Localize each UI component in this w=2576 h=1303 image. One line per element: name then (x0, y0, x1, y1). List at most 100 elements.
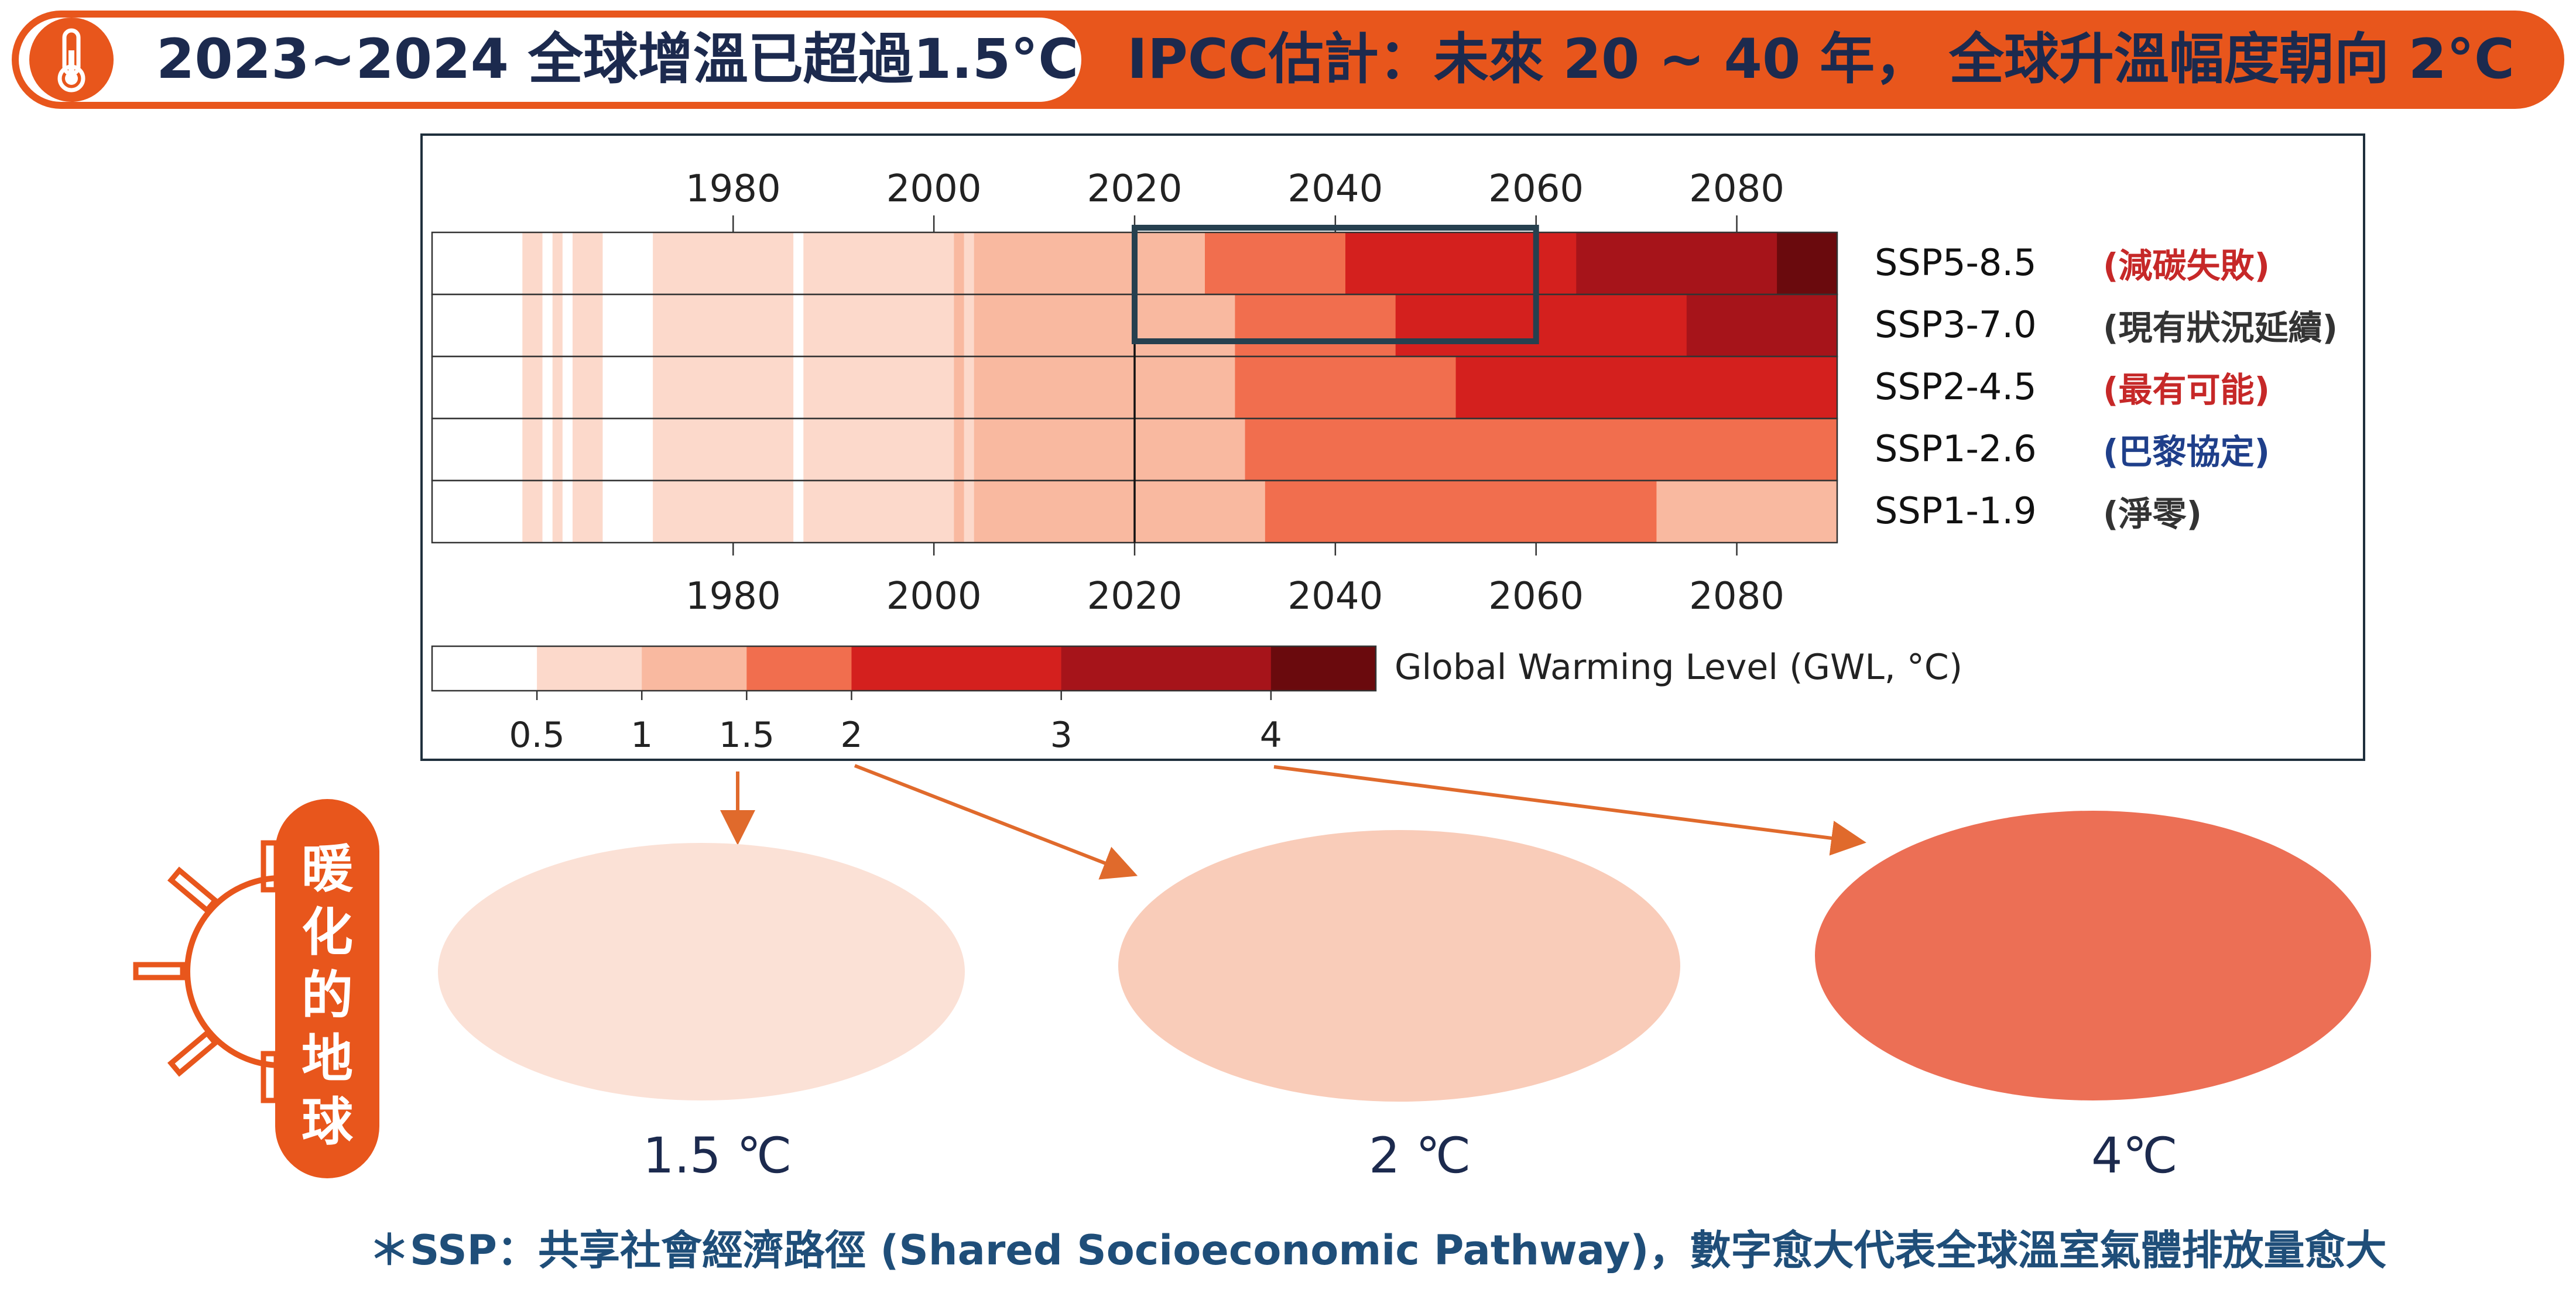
heat-cell-historical (542, 481, 553, 543)
colorbar-tick-label: 1.5 (719, 715, 775, 756)
heat-cell-historical (964, 481, 975, 543)
footnote: ＊SSP：共享社會經濟路徑 (Shared Socioeconomic Path… (369, 1226, 2387, 1274)
thermometer-icon (29, 18, 114, 102)
gwl-chart-frame: 1980 2000 2020 2040 2060 2080 1980 2000 2020 204… (420, 133, 2365, 761)
side-label-char: 化 (301, 902, 353, 962)
scenario-note: (現有狀況延續) (2103, 308, 2338, 348)
scenario-name: SSP3-7.0 (1875, 303, 2037, 346)
heat-cell-historical (522, 481, 543, 543)
heat-cell-historical (653, 232, 794, 294)
heat-cell-SSP3-7.0 (1395, 294, 1687, 356)
heat-cell-historical (793, 356, 804, 419)
heat-cell-historical (803, 356, 955, 419)
top-axis-ticks: 1980 2000 2020 2040 2060 2080 (686, 167, 1784, 232)
heat-cell-SSP5-8.5 (1135, 232, 1205, 294)
colorbar-bin (432, 646, 537, 691)
heat-cell-historical (964, 356, 975, 419)
colorbar-tick-label: 0.5 (509, 715, 564, 756)
scenario-note: (淨零) (2103, 494, 2202, 534)
heat-cell-historical (954, 356, 965, 419)
heat-cell-historical (522, 294, 543, 356)
colorbar-label: Global Warming Level (GWL, °C) (1395, 647, 1962, 688)
colorbar-tick-label: 3 (1050, 715, 1073, 756)
heat-cell-historical (803, 294, 955, 356)
map-ocean (1815, 811, 2371, 1100)
heat-cell-historical (954, 294, 965, 356)
heat-cell-historical (803, 481, 955, 543)
heat-cell-historical (954, 419, 965, 481)
heat-cell-historical (793, 481, 804, 543)
top-tick-label: 2040 (1287, 167, 1383, 211)
heat-cell-historical (793, 232, 804, 294)
heat-cell-historical (573, 481, 604, 543)
heat-cell-historical (552, 419, 563, 481)
heat-cell-historical (974, 232, 1135, 294)
scenario-name: SSP1-1.9 (1875, 489, 2037, 532)
colorbar-bin (851, 646, 1062, 691)
heat-cell-historical (793, 294, 804, 356)
heat-cell-historical (542, 232, 553, 294)
bottom-tick-label: 1980 (686, 575, 781, 618)
scenario-name: SSP1-2.6 (1875, 427, 2037, 470)
heat-cell-historical (573, 232, 604, 294)
heat-cell-historical (432, 232, 523, 294)
heat-cell-historical (602, 294, 653, 356)
colorbar-bin (746, 646, 852, 691)
heat-cell-historical (432, 419, 523, 481)
heat-cell-historical (542, 419, 553, 481)
heat-cell-historical (653, 481, 794, 543)
heat-cell-historical (562, 356, 573, 419)
side-label-char: 的 (301, 965, 353, 1026)
heat-cell-historical (653, 294, 794, 356)
heat-cell-historical (522, 232, 543, 294)
heatmap-rows (431, 225, 1838, 544)
heat-cell-historical (793, 419, 804, 481)
heat-cell-historical (803, 232, 955, 294)
top-tick-label: 2020 (1087, 167, 1183, 211)
heat-cell-historical (432, 481, 523, 543)
header-left-title: 2023~2024 全球增溫已超過1.5°C (156, 28, 1079, 91)
highlight-box (1132, 225, 1539, 344)
colorbar-tick-label: 1 (631, 715, 653, 756)
heat-cell-SSP1-1.9 (1135, 481, 1266, 543)
top-tick-label: 2000 (886, 167, 982, 211)
heat-cell-SSP1-1.9 (1265, 481, 1657, 543)
side-label-char: 地 (301, 1028, 353, 1089)
warming-earth-badge: 暖 化 的 地 球 (275, 799, 379, 1178)
heat-cell-historical (573, 356, 604, 419)
heat-cell-SSP5-8.5 (1576, 232, 1777, 294)
heat-cell-historical (562, 481, 573, 543)
colorbar-bin (1270, 646, 1376, 691)
heat-cell-historical (602, 356, 653, 419)
heat-cell-historical (602, 481, 653, 543)
heat-cell-historical (573, 419, 604, 481)
heat-cell-historical (803, 419, 955, 481)
map-caption-1-5: 1.5 ℃ (643, 1127, 792, 1184)
scenario-note: (巴黎協定) (2103, 432, 2270, 472)
heat-cell-SSP1-2.6 (1135, 419, 1246, 481)
colorbar-bin (642, 646, 747, 691)
heat-cell-historical (653, 419, 794, 481)
bottom-axis-ticks: 1980 2000 2020 2040 2060 2080 (686, 543, 1784, 618)
heat-cell-SSP1-2.6 (1245, 419, 1838, 481)
heat-cell-historical (562, 232, 573, 294)
bottom-tick-label: 2080 (1689, 575, 1784, 618)
heat-cell-SSP5-8.5 (1205, 232, 1346, 294)
heat-cell-historical (432, 294, 523, 356)
arrow-2 (854, 764, 1138, 880)
top-tick-label: 2060 (1488, 167, 1584, 211)
heat-cell-historical (522, 356, 543, 419)
scenario-labels: SSP5-8.5 (減碳失敗) SSP3-7.0 (現有狀況延續) SSP2-4.5 (最… (1875, 241, 2338, 534)
header-right-title: IPCC估計：未來 20 ~ 40 年， 全球升溫幅度朝向 2°C (1127, 28, 2515, 91)
heat-cell-historical (974, 294, 1135, 356)
bottom-tick-label: 2060 (1488, 575, 1584, 618)
map-caption-2: 2 ℃ (1369, 1127, 1471, 1184)
world-map-2 (1118, 830, 1680, 1102)
heat-cell-historical (954, 232, 965, 294)
colorbar: 0.5 1 1.5 2 3 4 Global Warming Level (GWL, °C) (431, 645, 1962, 756)
heat-cell-historical (552, 481, 563, 543)
heat-cell-SSP2-4.5 (1135, 356, 1236, 419)
heat-cell-historical (974, 356, 1135, 419)
heat-cell-historical (954, 481, 965, 543)
